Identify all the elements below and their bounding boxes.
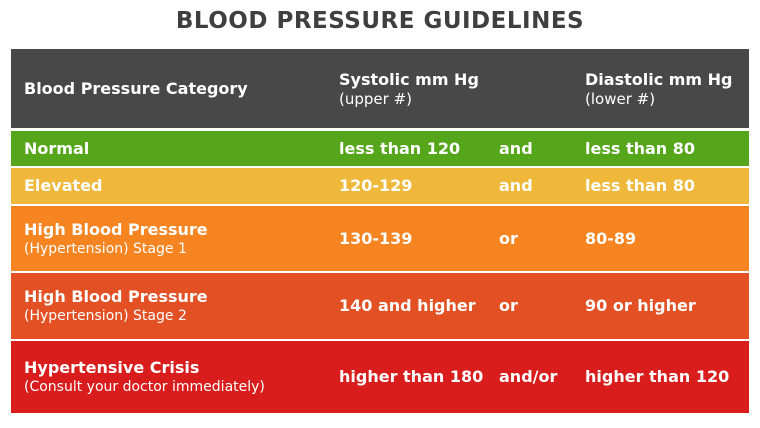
row-category: High Blood Pressure: [24, 287, 208, 306]
row-conjunction: or: [499, 228, 518, 248]
row-diastolic: less than 80: [585, 176, 696, 195]
row-conjunction: and: [499, 176, 533, 195]
row-systolic: higher than 180: [339, 367, 484, 386]
table-row: High Blood Pressure (Hypertension) Stage…: [11, 206, 749, 273]
table-row: Elevated 120-129 and less than 80: [11, 168, 749, 206]
row-category: Elevated: [24, 176, 103, 195]
row-category-sub: (Consult your doctor immediately): [24, 379, 265, 395]
row-systolic: less than 120: [339, 138, 461, 158]
row-category: High Blood Pressure: [24, 219, 208, 239]
header-systolic: Systolic mm Hg: [339, 69, 479, 89]
row-category: Normal: [24, 138, 90, 158]
page-title: BLOOD PRESSURE GUIDELINES: [175, 8, 585, 34]
row-category-sub: (Hypertension) Stage 2: [24, 308, 187, 324]
guidelines-table: Blood Pressure Category Systolic mm Hg (…: [11, 49, 749, 413]
header-category: Blood Pressure Category: [24, 78, 248, 98]
row-diastolic: 80-89: [585, 228, 637, 248]
row-diastolic: 90 or higher: [585, 296, 696, 315]
row-systolic: 120-129: [339, 176, 413, 195]
row-category-sub: (Hypertension) Stage 1: [24, 240, 187, 257]
table-row: Normal less than 120 and less than 80: [11, 131, 749, 168]
header-diastolic-sub: (lower #): [585, 89, 656, 108]
header-systolic-sub: (upper #): [339, 89, 412, 108]
row-conjunction: and/or: [499, 367, 558, 386]
table-row: Hypertensive Crisis (Consult your doctor…: [11, 341, 749, 413]
row-conjunction: or: [499, 296, 518, 315]
table-header: Blood Pressure Category Systolic mm Hg (…: [11, 49, 749, 131]
header-diastolic: Diastolic mm Hg: [585, 69, 733, 89]
row-diastolic: less than 80: [585, 138, 696, 158]
row-systolic: 130-139: [339, 228, 413, 248]
row-category: Hypertensive Crisis: [24, 358, 200, 377]
table-row: High Blood Pressure (Hypertension) Stage…: [11, 273, 749, 341]
row-conjunction: and: [499, 138, 533, 158]
row-systolic: 140 and higher: [339, 296, 476, 315]
row-diastolic: higher than 120: [585, 367, 730, 386]
